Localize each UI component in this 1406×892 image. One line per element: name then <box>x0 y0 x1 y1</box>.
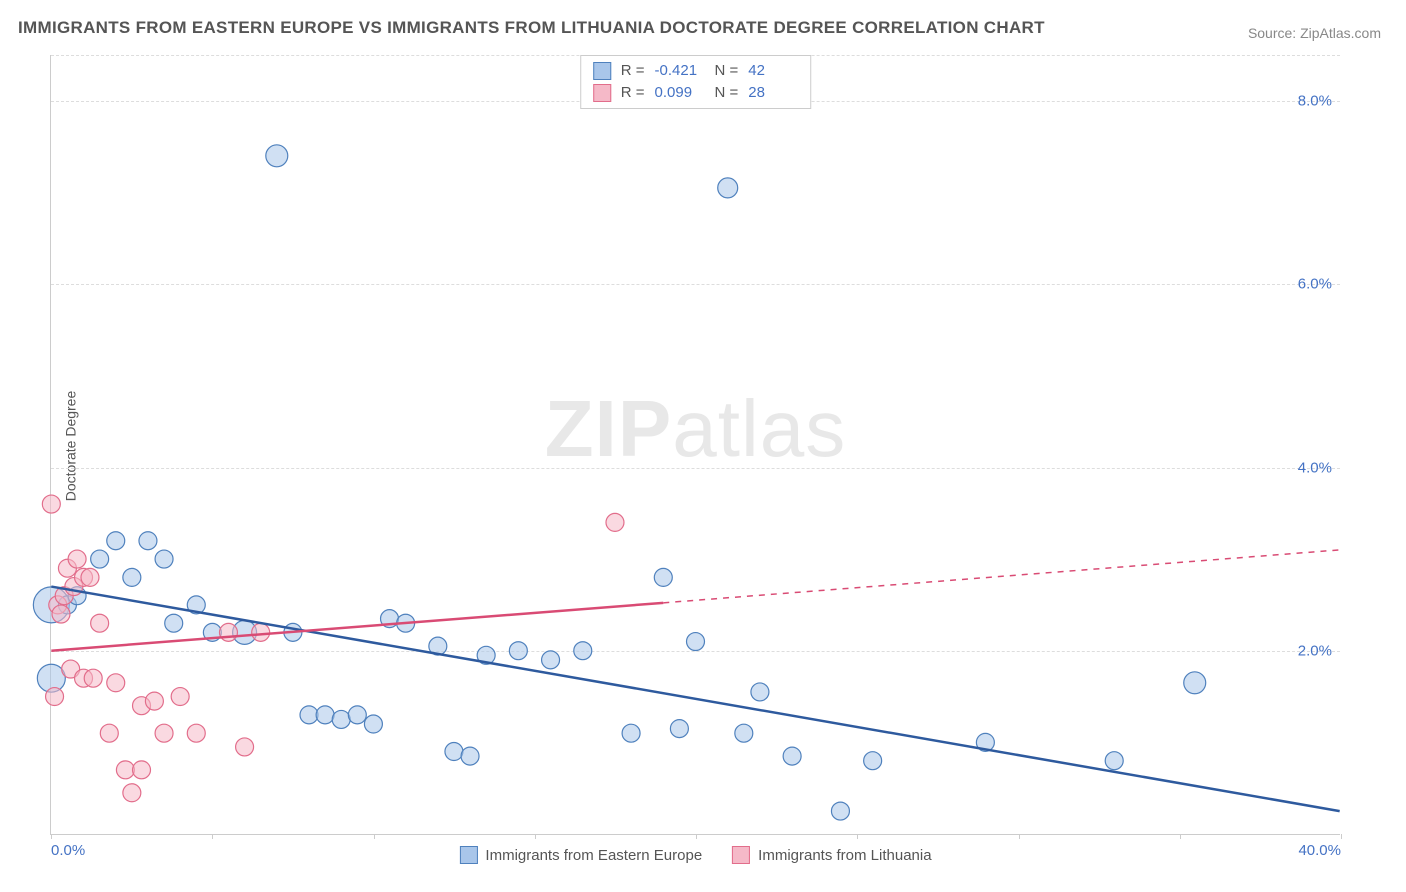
r-value-pink: 0.099 <box>655 82 705 104</box>
data-point <box>252 623 270 641</box>
data-point <box>107 674 125 692</box>
swatch-blue <box>593 62 611 80</box>
data-point <box>107 532 125 550</box>
data-point <box>542 651 560 669</box>
n-value-blue: 42 <box>748 60 798 82</box>
data-point <box>42 495 60 513</box>
data-point <box>445 743 463 761</box>
r-label: R = <box>621 60 645 82</box>
data-point <box>461 747 479 765</box>
data-point <box>187 724 205 742</box>
n-label-2: N = <box>715 82 739 104</box>
data-point <box>91 614 109 632</box>
data-point <box>139 532 157 550</box>
data-point <box>116 761 134 779</box>
x-tick-label: 0.0% <box>51 842 85 859</box>
data-point <box>155 724 173 742</box>
source-label: Source: ZipAtlas.com <box>1248 25 1381 41</box>
plot-area: ZIPatlas 2.0%4.0%6.0%8.0% 0.0%40.0% R = … <box>50 55 1340 835</box>
data-point <box>100 724 118 742</box>
r-label-2: R = <box>621 82 645 104</box>
data-point <box>718 178 738 198</box>
legend-label-blue: Immigrants from Eastern Europe <box>485 847 702 864</box>
chart-title: IMMIGRANTS FROM EASTERN EUROPE VS IMMIGR… <box>18 18 1045 38</box>
data-point <box>123 568 141 586</box>
data-point <box>171 688 189 706</box>
data-point <box>687 633 705 651</box>
data-point <box>145 692 163 710</box>
data-point <box>236 738 254 756</box>
data-point <box>831 802 849 820</box>
data-point <box>751 683 769 701</box>
data-point <box>155 550 173 568</box>
data-point <box>509 642 527 660</box>
data-point <box>91 550 109 568</box>
data-point <box>316 706 334 724</box>
data-point <box>864 752 882 770</box>
stats-row-pink: R = 0.099 N = 28 <box>593 82 799 104</box>
n-value-pink: 28 <box>748 82 798 104</box>
data-point <box>68 550 86 568</box>
data-point <box>348 706 366 724</box>
data-point <box>332 710 350 728</box>
trend-line <box>51 587 1339 812</box>
trend-line <box>51 603 663 651</box>
data-point <box>52 605 70 623</box>
data-point <box>670 720 688 738</box>
data-point <box>46 688 64 706</box>
data-point <box>123 784 141 802</box>
series-legend: Immigrants from Eastern Europe Immigrant… <box>459 846 931 864</box>
legend-label-pink: Immigrants from Lithuania <box>758 847 931 864</box>
r-value-blue: -0.421 <box>655 60 705 82</box>
data-point <box>165 614 183 632</box>
data-point <box>84 669 102 687</box>
data-point <box>1184 672 1206 694</box>
data-point <box>81 568 99 586</box>
x-tick-label: 40.0% <box>1298 842 1341 859</box>
legend-item-blue: Immigrants from Eastern Europe <box>459 846 702 864</box>
stats-legend: R = -0.421 N = 42 R = 0.099 N = 28 <box>580 55 812 109</box>
data-point <box>364 715 382 733</box>
data-point <box>300 706 318 724</box>
swatch-pink-icon <box>732 846 750 864</box>
swatch-blue-icon <box>459 846 477 864</box>
data-point <box>606 513 624 531</box>
data-point <box>266 145 288 167</box>
stats-row-blue: R = -0.421 N = 42 <box>593 60 799 82</box>
data-point <box>1105 752 1123 770</box>
scatter-svg <box>51 55 1340 834</box>
data-point <box>574 642 592 660</box>
swatch-pink <box>593 84 611 102</box>
legend-item-pink: Immigrants from Lithuania <box>732 846 931 864</box>
data-point <box>735 724 753 742</box>
data-point <box>622 724 640 742</box>
n-label: N = <box>715 60 739 82</box>
data-point <box>654 568 672 586</box>
data-point <box>783 747 801 765</box>
data-point <box>133 761 151 779</box>
data-point <box>219 623 237 641</box>
trend-line-extrapolated <box>663 550 1339 603</box>
